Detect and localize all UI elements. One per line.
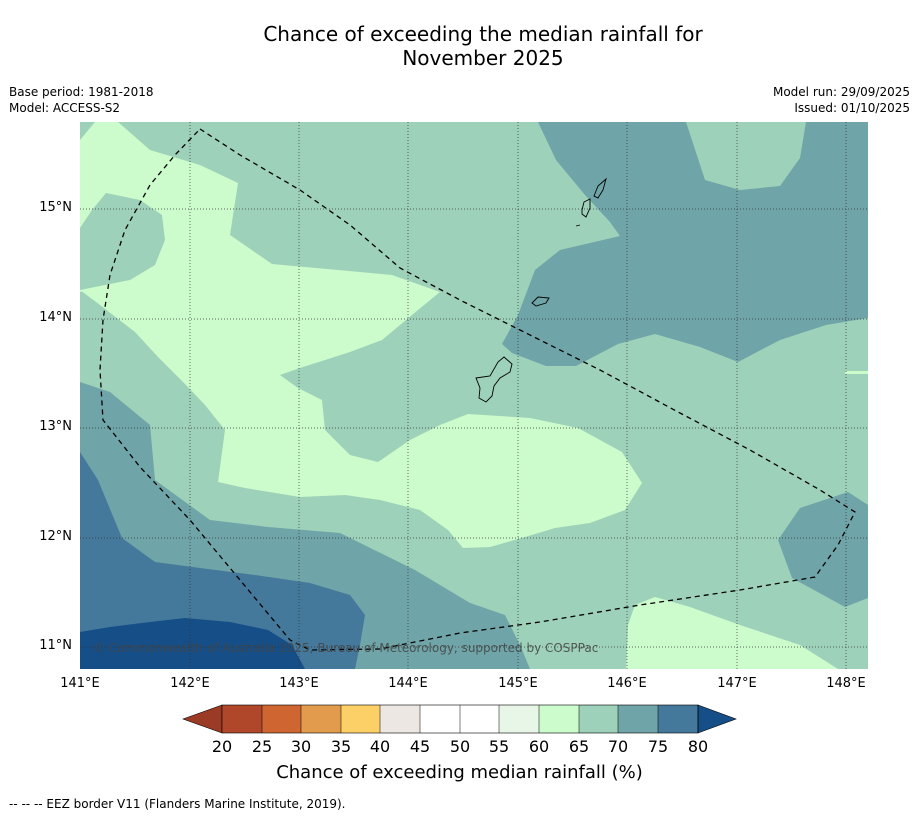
band-over-80-southwest	[80, 618, 305, 669]
colorbar-tick-35: 35	[330, 737, 352, 756]
colorbar-tick-65: 65	[568, 737, 590, 756]
colorbar-tick-25: 25	[251, 737, 273, 756]
colorbar-bin-35-40	[341, 705, 380, 733]
colorbar-bin-65-70	[579, 705, 618, 733]
rota-island	[531, 296, 550, 307]
colorbar-tick-30: 30	[290, 737, 312, 756]
eez-border	[99, 128, 856, 651]
colorbar-bin-60-65	[539, 705, 579, 733]
lon-label-146e: 146°E	[607, 676, 647, 691]
saipan-island	[593, 177, 607, 199]
islands	[475, 177, 607, 403]
model-name: Model: ACCESS-S2	[9, 101, 121, 115]
lon-label-141e: 141°E	[60, 676, 100, 691]
issued-date: Issued: 01/10/2025	[794, 101, 910, 115]
colorbar-tick-80: 80	[687, 737, 709, 756]
colorbar-tick-40: 40	[369, 737, 391, 756]
colorbar-bin-25-30	[262, 705, 301, 733]
colorbar-bin-70-75	[618, 705, 658, 733]
gridlines	[80, 122, 868, 669]
band-60-65-northwest	[80, 122, 642, 548]
colorbar-bin-30-35	[301, 705, 341, 733]
lon-label-145e: 145°E	[498, 676, 538, 691]
colorbar-bin-45-50	[420, 705, 460, 733]
lat-label-12n: 12°N	[39, 529, 72, 544]
colorbar-under-triangle	[182, 704, 223, 734]
map-panel	[80, 122, 868, 669]
colorbar-bin-75-80	[658, 705, 698, 733]
colorbar-bin-50-55	[460, 705, 499, 733]
band-70-75-northeast	[502, 122, 868, 366]
lat-label-11n: 11°N	[39, 638, 72, 653]
lon-label-148e: 148°E	[826, 676, 866, 691]
colorbar-bin-40-45	[380, 705, 420, 733]
band-60-65-east-strip	[845, 371, 868, 374]
aguijan-island	[575, 224, 581, 227]
guam-island	[475, 356, 513, 403]
band-75-80-southwest	[80, 452, 365, 669]
colorbar-tick-55: 55	[488, 737, 510, 756]
title-line-1: Chance of exceeding the median rainfall …	[263, 22, 703, 46]
colorbar-label: Chance of exceeding median rainfall (%)	[276, 762, 643, 783]
colorbar-bin-55-60	[499, 705, 539, 733]
model-run: Model run: 29/09/2025	[772, 85, 910, 99]
colorbar	[182, 704, 737, 734]
meta-right: Model run: 29/09/2025 Issued: 01/10/2025	[773, 84, 910, 116]
colorbar-over-triangle	[697, 704, 737, 734]
colorbar-bin-20-25	[222, 705, 262, 733]
colorbar-tick-75: 75	[647, 737, 669, 756]
colorbar-tick-45: 45	[409, 737, 431, 756]
colorbar-tick-60: 60	[528, 737, 550, 756]
lat-label-15n: 15°N	[39, 200, 72, 215]
lon-label-144e: 144°E	[388, 676, 428, 691]
meta-left: Base period: 1981-2018 Model: ACCESS-S2	[9, 84, 154, 116]
tinian-island	[581, 198, 591, 218]
map-title: Chance of exceeding the median rainfall …	[0, 22, 919, 70]
band-65-70-northwest-patch	[80, 193, 165, 290]
eez-legend-note: -- -- -- EEZ border V11 (Flanders Marine…	[9, 797, 346, 811]
base-period: Base period: 1981-2018	[9, 85, 154, 99]
lon-label-147e: 147°E	[717, 676, 757, 691]
colorbar-tick-70: 70	[607, 737, 629, 756]
lon-label-143e: 143°E	[279, 676, 319, 691]
band-60-65-southeast	[626, 597, 838, 669]
colorbar-tick-50: 50	[449, 737, 471, 756]
title-line-2: November 2025	[402, 46, 564, 70]
colorbar-tick-20: 20	[211, 737, 233, 756]
lat-label-14n: 14°N	[39, 310, 72, 325]
band-70-75-east	[778, 492, 868, 607]
lat-label-13n: 13°N	[39, 419, 72, 434]
lon-label-142e: 142°E	[170, 676, 210, 691]
copyright-notice: © Commonwealth of Australia 2025, Bureau…	[93, 641, 599, 655]
